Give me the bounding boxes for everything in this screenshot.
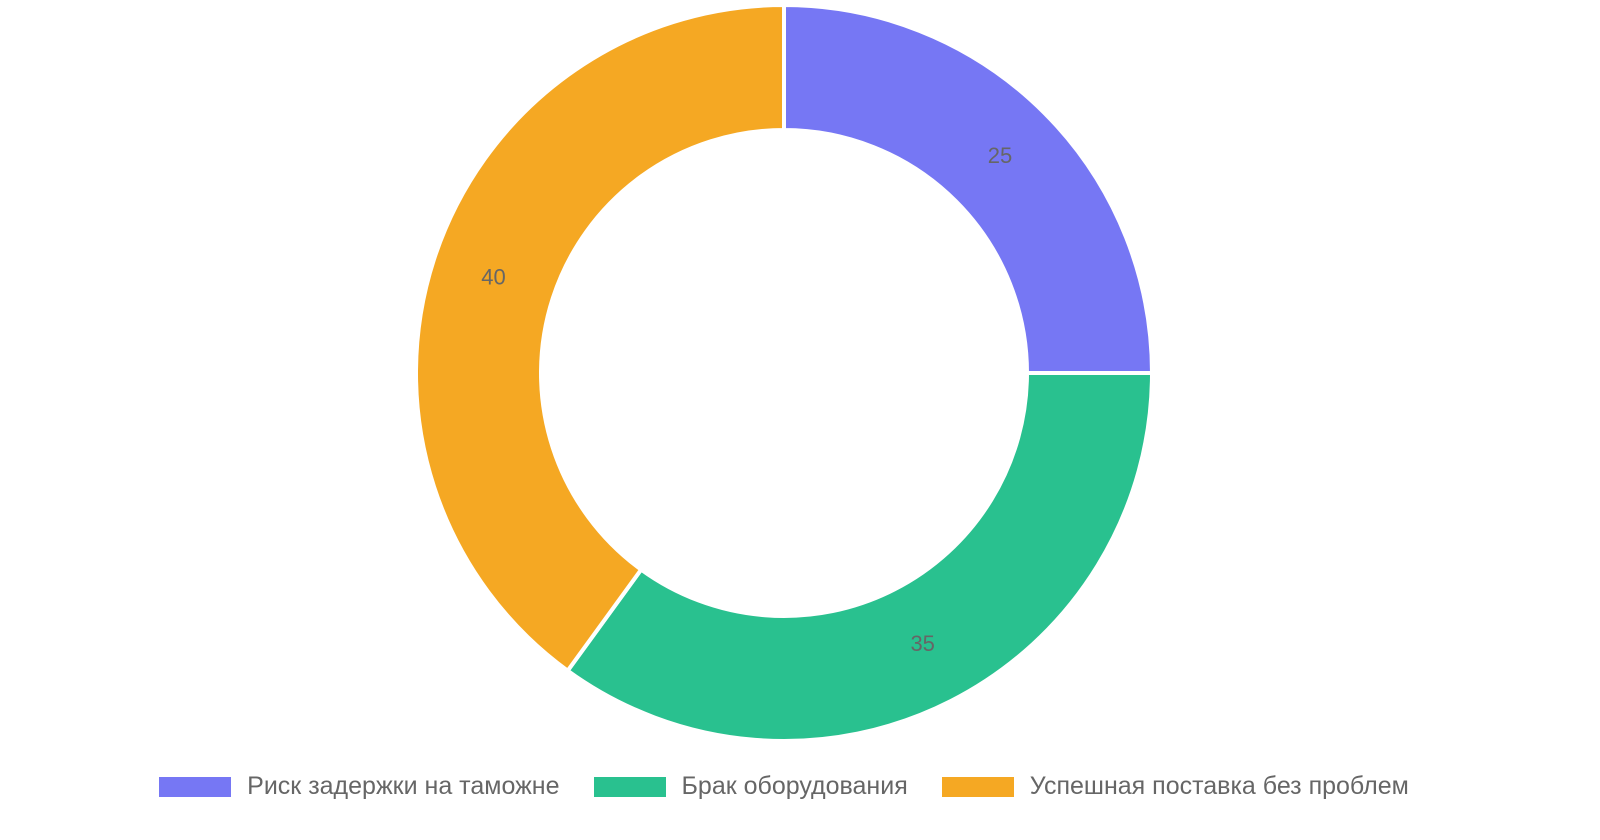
legend-swatch — [159, 776, 232, 797]
data-label: 25 — [988, 143, 1012, 168]
data-label: 40 — [481, 264, 505, 289]
donut-slice — [414, 2, 786, 674]
donut-slice — [564, 371, 1155, 743]
donut-slice — [782, 2, 1155, 375]
legend: Риск задержки на таможне Брак оборудовани… — [0, 772, 1568, 801]
legend-label: Успешная поставка без проблем — [1029, 772, 1409, 800]
legend-item: Риск задержки на таможне — [159, 772, 560, 801]
legend-label: Брак оборудования — [681, 772, 908, 800]
data-label: 35 — [910, 631, 934, 656]
legend-item: Брак оборудования — [593, 772, 908, 801]
chart: 25 35 40 — [414, 2, 1155, 743]
legend-item: Успешная поставка без проблем — [941, 772, 1409, 801]
legend-swatch — [941, 776, 1014, 797]
legend-swatch — [593, 776, 666, 797]
legend-label: Риск задержки на таможне — [247, 772, 560, 800]
